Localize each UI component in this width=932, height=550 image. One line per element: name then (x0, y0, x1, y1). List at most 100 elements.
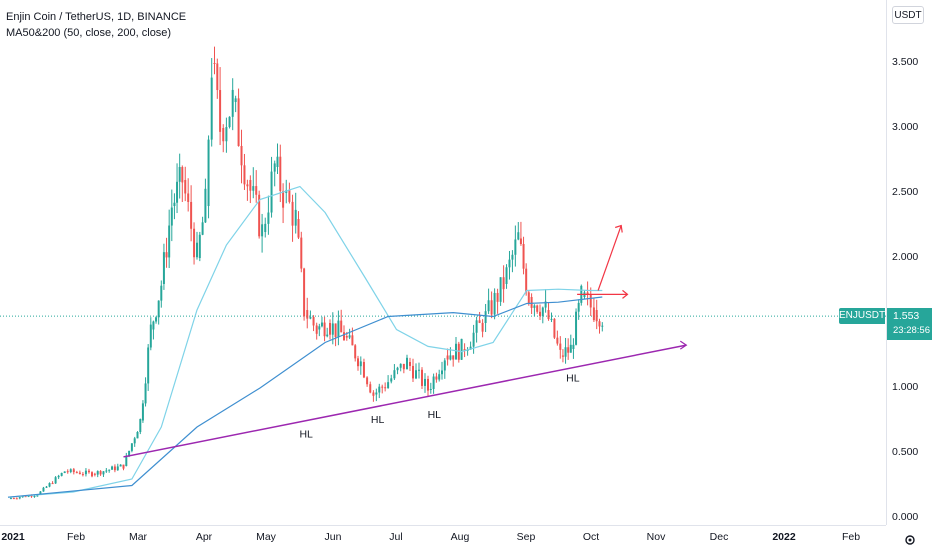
currency-button[interactable]: USDT (892, 6, 924, 24)
time-tick-label: Dec (709, 531, 729, 543)
candle-body (435, 376, 438, 380)
candle-body (589, 294, 592, 308)
candle-body (475, 320, 478, 333)
candle-body (601, 325, 604, 327)
candle-body (168, 225, 171, 258)
candle-body (297, 219, 300, 238)
time-axis[interactable]: 2021 Feb Mar Apr May Jun Jul Aug Sep Oct Nov Dec 202… (0, 525, 886, 550)
candle-body (345, 336, 348, 338)
candle-body (51, 483, 54, 485)
candle-body (157, 300, 160, 318)
candle-body (181, 167, 184, 183)
candle-body (522, 243, 525, 269)
candle-body (288, 190, 291, 202)
candle-body (393, 370, 396, 379)
candle-body (320, 322, 323, 327)
candle-body (575, 311, 578, 345)
candle-body (553, 318, 556, 338)
time-tick-label: Feb (66, 531, 86, 543)
time-tick-label: Jul (389, 531, 403, 543)
candle-body (343, 332, 345, 341)
candle-body (105, 470, 108, 472)
candle-body (481, 322, 484, 332)
candle-body (84, 470, 87, 475)
candle-body (348, 335, 351, 338)
candle-body (184, 180, 187, 194)
candle-body (193, 228, 196, 258)
candle-body (572, 344, 575, 349)
candle-body (533, 305, 536, 308)
time-tick-label: Sep (516, 531, 536, 543)
candle-body (561, 355, 564, 357)
candle-body (469, 346, 472, 350)
price-tick-label: 0.000 (892, 511, 919, 523)
candle-body (484, 311, 487, 323)
candle-body (162, 252, 165, 284)
symbol-tag: ENJUSDT (839, 308, 885, 324)
candle-body (228, 116, 231, 128)
candle-body (402, 363, 405, 370)
candle-body (276, 156, 279, 167)
candle-body (258, 194, 261, 237)
candle-body (222, 128, 225, 142)
candle-body (598, 321, 601, 327)
candle-body (187, 193, 190, 202)
candle-body (424, 378, 426, 386)
candle-body (340, 320, 343, 333)
time-tick-label: Jun (324, 531, 342, 543)
candle-body (57, 475, 60, 478)
candle-body (496, 292, 499, 302)
candle-body (9, 498, 12, 500)
candle-body (525, 268, 528, 293)
time-tick-label: Feb (841, 531, 861, 543)
candle-body (99, 471, 102, 475)
candle-body (60, 472, 63, 476)
candle-body (357, 358, 359, 367)
candle-body (207, 139, 210, 206)
price-chart[interactable]: HL HL HL HL (0, 0, 886, 525)
candle-body (541, 307, 544, 316)
candle-body (139, 419, 142, 433)
chart-pane[interactable]: HL HL HL HL Enjin Coin / TetherUS, 1D, BINA… (0, 0, 886, 525)
candle-body (493, 292, 496, 315)
candle-body (190, 201, 193, 229)
candle-body (421, 369, 423, 386)
candle-body (204, 188, 207, 223)
candle-body (108, 469, 111, 471)
candle-body (249, 180, 252, 191)
candle-body (152, 321, 155, 330)
candle-body (196, 242, 198, 258)
candle-body (240, 145, 243, 166)
time-tick-label: May (256, 531, 276, 543)
candle-body (514, 239, 517, 255)
indicator-legend[interactable]: MA50&200 (50, close, 200, close) (6, 27, 172, 39)
candle-body (432, 376, 435, 389)
breakout-arrow-icon (615, 224, 623, 233)
settings-gear-icon[interactable] (903, 533, 917, 547)
candle-body (39, 491, 42, 495)
candle-body (429, 388, 432, 390)
candle-body (198, 234, 201, 258)
candle-body (326, 334, 329, 337)
candle-body (315, 325, 318, 334)
candle-body (213, 63, 216, 64)
candle-body (267, 212, 270, 224)
candle-body (387, 382, 390, 389)
candle-body (556, 337, 559, 344)
candle-body (564, 347, 567, 357)
symbol-legend[interactable]: Enjin Coin / TetherUS, 1D, BINANCE (6, 11, 187, 23)
candle-body (30, 495, 33, 497)
ma50-line (7, 185, 603, 498)
candle-body (527, 292, 530, 304)
candle-body (318, 326, 321, 330)
candle-body (119, 464, 122, 467)
candle-body (449, 355, 452, 360)
candle-body (291, 201, 294, 226)
candle-body (519, 238, 522, 244)
candle-body (63, 471, 66, 473)
candle-body (149, 324, 152, 348)
candle-body (252, 186, 255, 191)
candle-body (178, 167, 181, 182)
candle-body (472, 332, 475, 347)
